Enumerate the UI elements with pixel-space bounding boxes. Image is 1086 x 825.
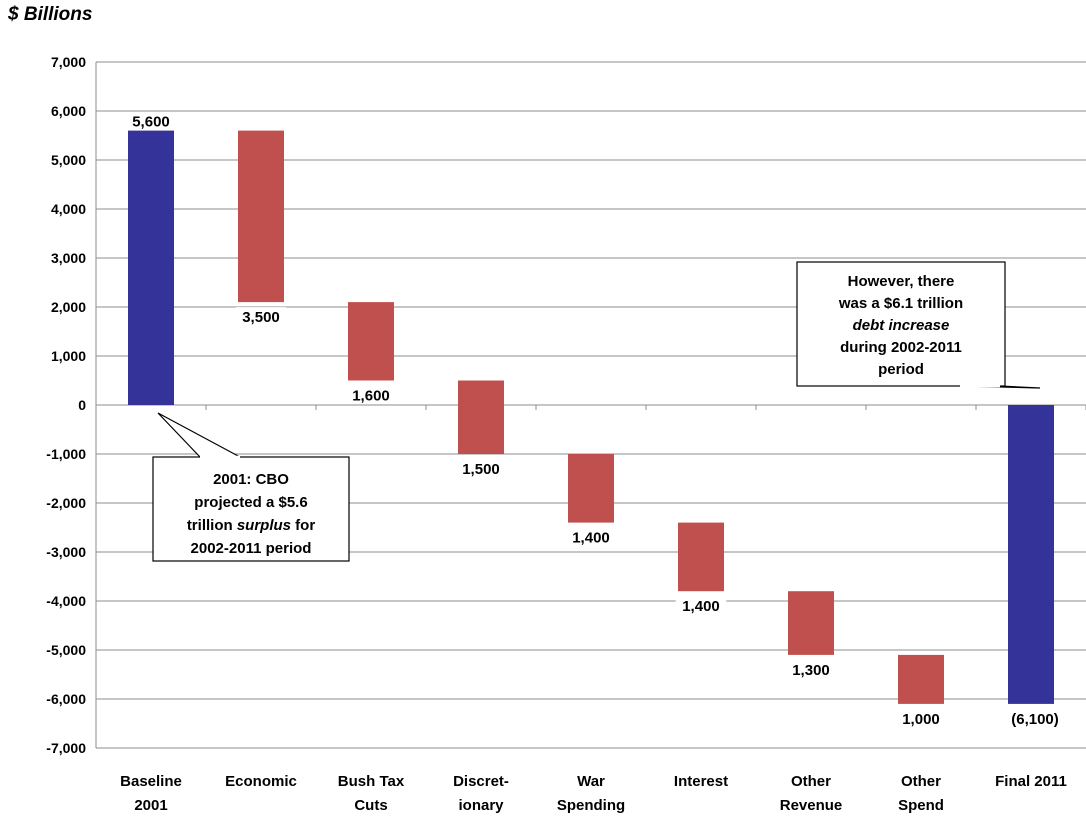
bar-6 <box>788 591 834 655</box>
y-tick-label: -3,000 <box>46 544 86 560</box>
x-tick-label: ionary <box>458 797 504 814</box>
x-tick-label: War <box>577 773 605 790</box>
y-tick-label: -5,000 <box>46 642 86 658</box>
bar-4 <box>568 454 614 523</box>
x-tick-label: Discret- <box>453 773 509 790</box>
data-label-bg <box>1001 708 1069 728</box>
data-label-bg <box>235 307 287 327</box>
x-tick-label: Baseline <box>120 773 182 790</box>
surplus-callout-line: 2001: CBO <box>213 471 289 488</box>
x-tick-label: Other <box>791 773 831 790</box>
data-label: 1,300 <box>792 662 830 679</box>
debt-callout-line: debt increase <box>853 317 950 334</box>
debt-callout-box <box>796 261 1006 387</box>
data-label: 1,600 <box>352 388 390 405</box>
data-label: 3,500 <box>242 309 280 326</box>
y-tick-label: 3,000 <box>51 250 86 266</box>
data-label-bg <box>345 385 397 405</box>
debt-callout-line: during 2002-2011 <box>840 339 962 356</box>
y-axis-unit-label: $ Billions <box>8 4 93 25</box>
x-tick-label: Revenue <box>780 797 843 814</box>
debt-callout-line: period <box>878 361 924 378</box>
data-label-bg <box>565 527 617 547</box>
data-label-bg <box>895 708 947 728</box>
data-label: 1,500 <box>462 461 500 478</box>
bar-7 <box>898 654 944 704</box>
surplus-callout-line: projected a $5.6 <box>194 494 307 511</box>
y-tick-label: 5,000 <box>51 152 86 168</box>
y-tick-label: 1,000 <box>51 348 86 364</box>
data-label: 1,400 <box>572 530 610 547</box>
data-label-bg <box>675 596 727 616</box>
x-tick-label: Bush Tax <box>338 773 405 790</box>
surplus-callout-pointer <box>157 412 241 458</box>
x-tick-label: Spending <box>557 797 625 814</box>
x-tick-label: Final 2011 <box>995 773 1067 790</box>
data-label: 1,400 <box>682 598 720 615</box>
bar-5 <box>678 522 724 592</box>
y-tick-label: -2,000 <box>46 495 86 511</box>
bar-2 <box>348 302 394 381</box>
x-tick-label: 2001 <box>134 797 167 814</box>
debt-callout-line: was a $6.1 trillion <box>838 295 963 312</box>
x-tick-label: Other <box>901 773 941 790</box>
y-tick-label: -7,000 <box>46 740 86 756</box>
x-tick-label: Spend <box>898 797 944 814</box>
data-label: 5,600 <box>132 114 170 131</box>
x-tick-label: Economic <box>225 773 297 790</box>
data-label: (6,100) <box>1011 711 1059 728</box>
y-tick-label: 0 <box>78 397 86 413</box>
y-tick-label: 6,000 <box>51 103 86 119</box>
x-tick-label: Cuts <box>354 797 387 814</box>
bar-3 <box>458 380 504 454</box>
y-tick-label: -6,000 <box>46 691 86 707</box>
bar-1 <box>238 130 284 303</box>
bar-8 <box>1008 405 1054 704</box>
data-label: 1,000 <box>902 711 940 728</box>
x-tick-label: Interest <box>674 773 728 790</box>
surplus-callout-line: 2002-2011 period <box>191 540 312 557</box>
data-label-bg <box>455 459 507 478</box>
surplus-callout-box <box>152 456 350 562</box>
y-tick-label: -1,000 <box>46 446 86 462</box>
data-label-bg <box>785 659 837 679</box>
y-tick-label: 4,000 <box>51 201 86 217</box>
y-tick-label: 2,000 <box>51 299 86 315</box>
y-tick-label: -4,000 <box>46 593 86 609</box>
surplus-callout-line: trillion surplus for <box>187 517 316 534</box>
y-tick-label: 7,000 <box>51 54 86 70</box>
debt-callout-line: However, there <box>848 273 955 290</box>
bar-0 <box>128 130 174 405</box>
